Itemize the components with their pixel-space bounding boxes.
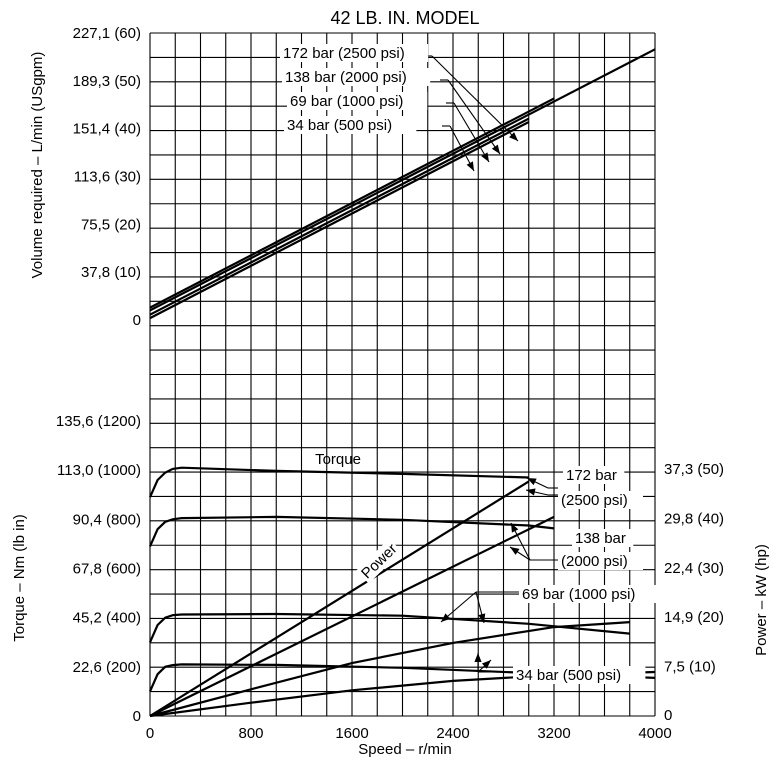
power-annotation: Power — [358, 540, 400, 582]
x-tick-label: 1600 — [335, 725, 368, 742]
lower-label-69-bar-bg — [519, 585, 660, 603]
volume-arrow-69-bar-1000-psi-head — [481, 152, 489, 162]
upper-y-tick-label: 151,4 (40) — [73, 121, 141, 138]
lower-y-tick-label: 90,4 (800) — [73, 511, 141, 528]
right-y-tick-label: 7,5 (10) — [664, 659, 716, 676]
lower-y-tick-label: 0 — [133, 708, 141, 725]
x-axis-title: Speed – r/min — [358, 741, 451, 758]
x-tick-label: 4000 — [638, 725, 671, 742]
lower-label-69-bar: 69 bar (1000 psi) — [522, 586, 635, 603]
lower-y-tick-label: 22,6 (200) — [73, 659, 141, 676]
lower-y-tick-label: 67,8 (600) — [73, 561, 141, 578]
volume-curve-34-bar-500-psi — [149, 121, 530, 320]
lower-label-2500-psi-bg — [558, 491, 643, 509]
volume-arrow-172-bar-2500-psi — [431, 55, 519, 142]
lower-label-34-bar-bg — [513, 666, 646, 684]
power-annotation-bg — [356, 538, 402, 584]
right-y-axis-title: Power – kW (hp) — [753, 544, 770, 656]
arrow-34-torque-head — [474, 653, 482, 662]
arrow-69-torque-head — [478, 613, 486, 623]
volume-curve-138-bar-2000-psi — [149, 48, 656, 312]
right-y-tick-label: 0 — [664, 707, 672, 724]
leader-lines — [424, 55, 590, 673]
upper-y-tick-label: 189,3 (50) — [73, 73, 141, 90]
arrow-172-power-head — [526, 488, 536, 496]
volume-label-69-bar-1000-psi-bg — [287, 92, 428, 110]
arrow-172-torque-head — [527, 478, 537, 486]
power-curve-69-bar-1000-psi — [149, 621, 630, 718]
arrow-69-power-head — [441, 613, 451, 622]
right-y-tick-label: 29,8 (40) — [664, 510, 724, 527]
volume-label-34-bar-500-psi: 34 bar (500 psi) — [287, 117, 392, 134]
power-curve-138-bar-2000-psi — [149, 515, 555, 717]
labels: 42 LB. IN. MODEL Volume required – L/min… — [11, 8, 770, 758]
volume-label-69-bar-1000-psi: 69 bar (1000 psi) — [290, 93, 403, 110]
torque-curve-69-bar-1000-psi — [148, 612, 630, 643]
torque-curve-138-bar-2000-psi — [148, 515, 555, 547]
torque-curve-34-bar-500-psi — [148, 663, 656, 692]
lower-y-axis-title: Torque – Nm (lb in) — [11, 514, 28, 642]
lower-label-138-bar-bg — [572, 529, 634, 547]
right-y-tick-label: 14,9 (20) — [664, 609, 724, 626]
volume-arrow-172-bar-2500-psi-head — [509, 132, 518, 141]
arrow-34-power-head — [481, 660, 491, 669]
lower-label-172-bar: 172 bar — [566, 467, 617, 484]
right-y-tick-label: 37,3 (50) — [664, 461, 724, 478]
lower-y-tick-label: 135,6 (1200) — [56, 413, 141, 430]
arrow-138-torque-head — [511, 523, 519, 533]
lower-label-138-bar: 138 bar — [575, 530, 626, 547]
torque-annotation: Torque — [315, 451, 361, 468]
lower-y-tick-label: 45,2 (400) — [73, 610, 141, 627]
power-curve-172-bar-2500-psi — [149, 480, 530, 717]
lower-label-34-bar: 34 bar (500 psi) — [516, 667, 621, 684]
arrow-138-power-head — [510, 547, 520, 555]
chart-title: 42 LB. IN. MODEL — [330, 8, 479, 28]
upper-y-axis-title: Volume required – L/min (USgpm) — [29, 52, 46, 279]
x-tick-label: 3200 — [537, 725, 570, 742]
upper-y-tick-label: 113,6 (30) — [74, 169, 141, 186]
volume-label-138-bar-2000-psi: 138 bar (2000 psi) — [285, 69, 407, 86]
volume-arrow-69-bar-1000-psi — [453, 102, 490, 163]
volume-arrow-138-bar-2000-psi — [447, 79, 501, 155]
lower-label-172-bar-bg — [563, 466, 625, 484]
curves — [148, 48, 656, 718]
x-tick-label: 2400 — [436, 725, 469, 742]
upper-y-tick-label: 75,5 (20) — [81, 216, 141, 233]
volume-label-34-bar-500-psi-bg — [284, 116, 417, 134]
torque-curve-172-bar-2500-psi — [148, 466, 529, 498]
lower-label-2000-psi-bg — [558, 552, 643, 570]
upper-y-tick-label: 0 — [133, 312, 141, 329]
lower-label-2500-psi: (2500 psi) — [561, 492, 628, 509]
right-y-tick-label: 22,4 (30) — [664, 560, 724, 577]
volume-curve-172-bar-2500-psi — [149, 97, 555, 309]
volume-label-172-bar-2500-psi-bg — [280, 44, 429, 62]
upper-y-tick-label: 37,8 (10) — [81, 264, 141, 281]
upper-y-tick-label: 227,1 (60) — [73, 25, 141, 42]
lower-label-2000-psi: (2000 psi) — [561, 553, 628, 570]
lower-y-tick-label: 113,0 (1000) — [57, 462, 141, 479]
volume-arrow-138-bar-2000-psi-head — [491, 144, 500, 154]
volume-arrow-34-bar-500-psi-head — [466, 161, 474, 171]
volume-label-172-bar-2500-psi: 172 bar (2500 psi) — [283, 45, 405, 62]
volume-label-138-bar-2000-psi-bg — [282, 68, 431, 86]
x-tick-label: 0 — [146, 725, 154, 742]
x-tick-label: 800 — [238, 725, 263, 742]
volume-curve-69-bar-1000-psi — [149, 117, 530, 316]
